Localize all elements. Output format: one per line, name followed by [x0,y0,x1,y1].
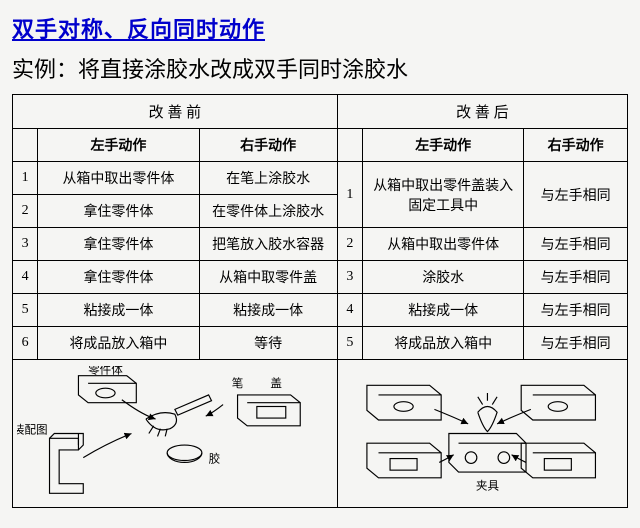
page-heading: 双手对称、反向同时动作 [12,12,628,44]
before-left-header: 左手动作 [38,129,199,162]
before-row-left: 拿住零件体 [38,195,199,228]
comparison-table: 改 善 前 改 善 后 左手动作 右手动作 左手动作 右手动作 1 从箱中取出零… [12,94,628,508]
before-row-right: 在零件体上涂胶水 [199,195,337,228]
after-row-right: 与左手相同 [524,294,628,327]
before-row-right: 从箱中取零件盖 [199,261,337,294]
after-row-left: 涂胶水 [363,261,524,294]
label-pen: 笔 [232,376,244,390]
page-subtitle: 实例：将直接涂胶水改成双手同时涂胶水 [12,52,628,84]
after-row-left: 从箱中取出零件盖装入固定工具中 [363,162,524,228]
before-row-num: 1 [13,162,38,195]
after-title: 改 善 后 [337,95,627,129]
label-cover: 盖 [270,376,282,390]
before-row-right: 粘接成一体 [199,294,337,327]
before-row-left: 拿住零件体 [38,228,199,261]
before-diagram: 零件体 装配图 笔 盖 胶 [13,360,338,508]
label-fixture: 夹具 [476,479,500,492]
before-row-left: 粘接成一体 [38,294,199,327]
before-right-header: 右手动作 [199,129,337,162]
before-row-num: 3 [13,228,38,261]
after-right-header: 右手动作 [524,129,628,162]
after-row-right: 与左手相同 [524,228,628,261]
after-row-left: 将成品放入箱中 [363,327,524,360]
before-row-num: 2 [13,195,38,228]
after-diagram: 夹具 [337,360,627,508]
after-row-num: 4 [337,294,362,327]
after-row-left: 粘接成一体 [363,294,524,327]
after-row-right: 与左手相同 [524,261,628,294]
before-row-num: 4 [13,261,38,294]
before-row-num: 6 [13,327,38,360]
before-row-right: 把笔放入胶水容器 [199,228,337,261]
after-row-right: 与左手相同 [524,327,628,360]
before-row-right: 在笔上涂胶水 [199,162,337,195]
after-row-num: 1 [337,162,362,228]
after-row-right: 与左手相同 [524,162,628,228]
before-row-left: 将成品放入箱中 [38,327,199,360]
after-num-header [337,129,362,162]
before-row-left: 拿住零件体 [38,261,199,294]
label-glue: 胶 [209,451,221,465]
before-row-left: 从箱中取出零件体 [38,162,199,195]
before-row-num: 5 [13,294,38,327]
before-title: 改 善 前 [13,95,338,129]
label-part: 零件体 [88,366,123,377]
after-left-header: 左手动作 [363,129,524,162]
after-row-left: 从箱中取出零件体 [363,228,524,261]
label-assy: 装配图 [17,424,48,437]
after-row-num: 3 [337,261,362,294]
before-num-header [13,129,38,162]
after-row-num: 5 [337,327,362,360]
after-row-num: 2 [337,228,362,261]
before-row-right: 等待 [199,327,337,360]
